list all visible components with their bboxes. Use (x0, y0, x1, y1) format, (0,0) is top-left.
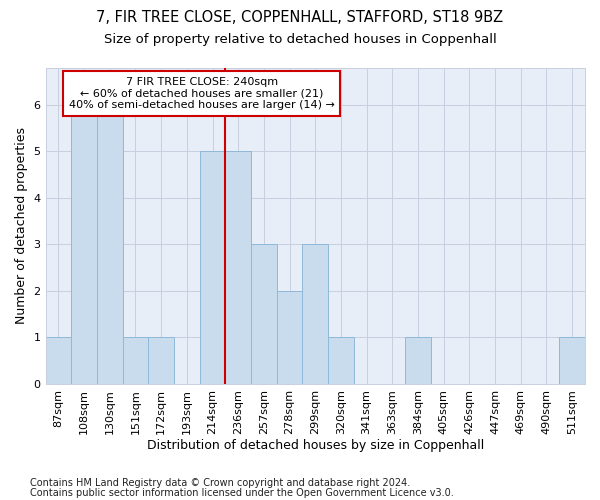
Text: 7 FIR TREE CLOSE: 240sqm
← 60% of detached houses are smaller (21)
40% of semi-d: 7 FIR TREE CLOSE: 240sqm ← 60% of detach… (69, 77, 335, 110)
Bar (148, 338, 174, 384)
Bar (97, 104, 122, 384)
Bar (200, 152, 226, 384)
Bar (328, 338, 354, 384)
Text: Contains HM Land Registry data © Crown copyright and database right 2024.: Contains HM Land Registry data © Crown c… (30, 478, 410, 488)
Bar (71, 104, 97, 384)
Bar (277, 291, 302, 384)
Bar (226, 152, 251, 384)
Bar (405, 338, 431, 384)
Y-axis label: Number of detached properties: Number of detached properties (15, 127, 28, 324)
Text: Contains public sector information licensed under the Open Government Licence v3: Contains public sector information licen… (30, 488, 454, 498)
X-axis label: Distribution of detached houses by size in Coppenhall: Distribution of detached houses by size … (146, 440, 484, 452)
Bar (122, 338, 148, 384)
Text: Size of property relative to detached houses in Coppenhall: Size of property relative to detached ho… (104, 32, 496, 46)
Bar (302, 244, 328, 384)
Bar (46, 338, 71, 384)
Bar (251, 244, 277, 384)
Bar (559, 338, 585, 384)
Text: 7, FIR TREE CLOSE, COPPENHALL, STAFFORD, ST18 9BZ: 7, FIR TREE CLOSE, COPPENHALL, STAFFORD,… (97, 10, 503, 25)
